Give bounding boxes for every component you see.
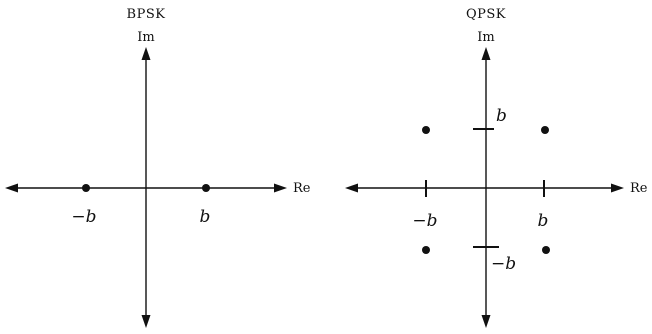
bpsk-re-label: Re — [293, 181, 311, 196]
bpsk-point-neg — [82, 184, 90, 192]
bpsk-title: BPSK — [127, 7, 166, 22]
qpsk-im-arrow-up — [481, 47, 491, 60]
bpsk-neg-b-label: −b — [71, 207, 96, 227]
qpsk-title: QPSK — [466, 7, 506, 22]
qpsk-re-label: Re — [630, 181, 648, 196]
bpsk-im-arrow-down — [141, 315, 151, 328]
qpsk-diagram: QPSK Im Re −b b b −b — [345, 7, 648, 328]
bpsk-diagram: BPSK Im Re −b b — [5, 7, 311, 328]
bpsk-im-arrow-up — [141, 47, 151, 60]
bpsk-im-label: Im — [137, 30, 154, 45]
bpsk-pos-b-label: b — [200, 207, 211, 227]
qpsk-point-q3 — [422, 246, 430, 254]
qpsk-pos-b-y-label: b — [496, 106, 507, 126]
qpsk-point-q1 — [541, 126, 549, 134]
qpsk-point-q4 — [542, 246, 550, 254]
bpsk-re-arrow-right — [274, 183, 287, 193]
bpsk-re-arrow-left — [5, 183, 18, 193]
qpsk-re-arrow-right — [611, 183, 624, 193]
qpsk-point-q2 — [422, 126, 430, 134]
qpsk-neg-b-y-label: −b — [491, 254, 516, 274]
qpsk-re-arrow-left — [345, 183, 358, 193]
qpsk-pos-b-x-label: b — [538, 211, 549, 231]
qpsk-im-arrow-down — [481, 315, 491, 328]
bpsk-point-pos — [202, 184, 210, 192]
qpsk-im-label: Im — [477, 30, 494, 45]
qpsk-neg-b-x-label: −b — [412, 211, 437, 231]
